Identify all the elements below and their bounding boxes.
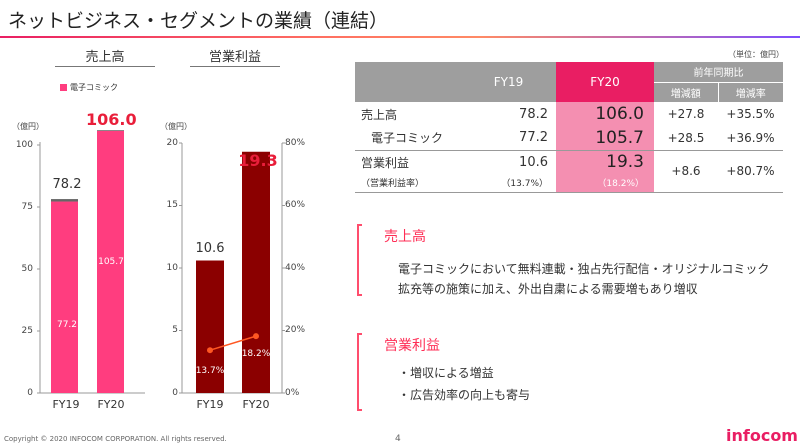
profit-chart-title: 営業利益: [208, 50, 261, 65]
table-row: 売上高 78.2 106.0 +27.8 +35.5%: [355, 102, 783, 126]
header-yoy: 前年同期比: [654, 62, 783, 83]
sales-total-fy20: 106.0: [86, 110, 137, 129]
margin-point: [253, 333, 259, 340]
profit-category: FY20: [242, 398, 270, 411]
table-subheader-row: 増減額 増減率: [355, 82, 783, 102]
sales-bar-comic: [97, 130, 124, 393]
profit-chart-title-line: [190, 66, 280, 67]
cell-fy19: 77.2: [519, 130, 548, 146]
row-label: 営業利益: [361, 155, 410, 170]
profit-section-bracket: [357, 333, 362, 411]
sales-y-tick: 75: [21, 202, 33, 212]
margin-line: [209, 335, 257, 351]
cell-fy20: 106.0: [556, 102, 654, 126]
profit-value-fy20: 19.3: [238, 151, 278, 170]
cell-rate: +35.5%: [726, 107, 775, 121]
header-fy20: FY20: [556, 62, 654, 102]
page-title: ネットビジネス・セグメントの業績（連結）: [8, 10, 389, 32]
header-rate: 増減率: [718, 82, 783, 102]
profit-y-tick: 10: [166, 263, 178, 273]
profit-section-line: ・増収による増益: [398, 366, 494, 380]
profit-y2-tick: 60%: [285, 200, 306, 210]
profit-y-tick: 0: [172, 388, 178, 398]
infocom-logo: infocom: [726, 426, 798, 445]
unit-note: （単位：億円）: [728, 50, 784, 59]
cell-diff: +27.8: [667, 107, 705, 121]
row-label: 電子コミック: [371, 131, 444, 146]
page-number: 4: [395, 434, 401, 444]
header-fy19: FY19: [461, 62, 556, 102]
table-header-row: FY19 FY20 前年同期比: [355, 62, 783, 102]
table-corner: [355, 62, 461, 102]
sales-legend: 電子コミック: [60, 77, 118, 96]
profit-y-tick: 5: [172, 325, 178, 335]
table-row: 営業利益 10.6 19.3 +8.6 +80.7%: [355, 150, 783, 178]
sales-y-tick: 0: [27, 388, 33, 398]
table-row: （営業利益率） （13.7%） （18.2%）: [355, 174, 783, 192]
profit-y2-tick: 40%: [285, 263, 306, 273]
profit-y2-tick: 20%: [285, 325, 306, 335]
sales-y-tick: 25: [21, 326, 33, 336]
profit-y2-tick: 0%: [285, 388, 300, 398]
sales-y-unit: （億円）: [12, 122, 44, 131]
cell-diff: +28.5: [667, 130, 705, 145]
cell-fy20: 19.3: [556, 150, 654, 174]
profit-y-tick: 15: [166, 200, 178, 210]
sales-section-line: 電子コミックにおいて無料連載・独占先行配信・オリジナルコミック: [398, 262, 770, 276]
sales-category: FY19: [52, 398, 80, 411]
sales-segment-fy20: 105.7: [98, 257, 124, 267]
sales-bar-other: [51, 199, 78, 202]
results-table: FY19 FY20 前年同期比 増減額 増減率 売上高 78.2 106.0 +…: [355, 62, 783, 193]
margin-label-fy20: 18.2%: [241, 349, 271, 359]
legend-swatch: [60, 84, 67, 91]
sales-total-fy19: 78.2: [52, 177, 82, 192]
sales-bar-other: [97, 130, 124, 131]
sales-section-heading: 売上高: [384, 229, 426, 245]
cell-rate: +36.9%: [726, 130, 775, 145]
cell-fy20: （18.2%）: [556, 174, 654, 192]
title-divider: [0, 36, 800, 38]
cell-rate: +80.7%: [726, 164, 775, 178]
cell-fy19: 78.2: [519, 106, 548, 122]
profit-section-heading: 営業利益: [384, 338, 440, 354]
sales-segment-fy19: 77.2: [56, 320, 78, 330]
profit-bar: [242, 151, 270, 393]
row-label: （営業利益率）: [361, 179, 425, 190]
sales-bar-comic: [51, 201, 78, 393]
profit-y2-tick: 80%: [285, 138, 306, 148]
sales-y-tick: 100: [15, 140, 33, 150]
sales-chart-title: 売上高: [85, 50, 125, 65]
profit-y-tick: 20: [166, 138, 178, 148]
profit-section-line: ・広告効率の向上も寄与: [398, 388, 531, 402]
table-row: 電子コミック 77.2 105.7 +28.5 +36.9%: [355, 126, 783, 150]
copyright: Copyright © 2020 INFOCOM CORPORATION. Al…: [4, 435, 227, 443]
cell-fy19: （13.7%）: [501, 179, 548, 190]
sales-chart-title-line: [55, 66, 155, 67]
profit-bar: [196, 260, 224, 393]
cell-fy19: 10.6: [519, 154, 548, 170]
cell-fy20: 105.7: [556, 126, 654, 150]
row-label: 売上高: [361, 107, 398, 122]
sales-section-line: 拡充等の施策に加え、外出自粛による需要増もあり増収: [398, 282, 698, 296]
margin-label-fy19: 13.7%: [195, 366, 225, 376]
header-diff: 増減額: [654, 82, 719, 102]
sales-y-tick: 50: [21, 264, 33, 274]
profit-category: FY19: [196, 398, 224, 411]
cell-diff: +8.6: [671, 164, 701, 178]
sales-category: FY20: [97, 398, 125, 411]
legend-label: 電子コミック: [70, 83, 118, 92]
profit-y-unit: （億円）: [160, 122, 192, 131]
margin-point: [207, 347, 213, 354]
profit-value-fy19: 10.6: [195, 241, 225, 256]
sales-section-bracket: [357, 224, 362, 296]
